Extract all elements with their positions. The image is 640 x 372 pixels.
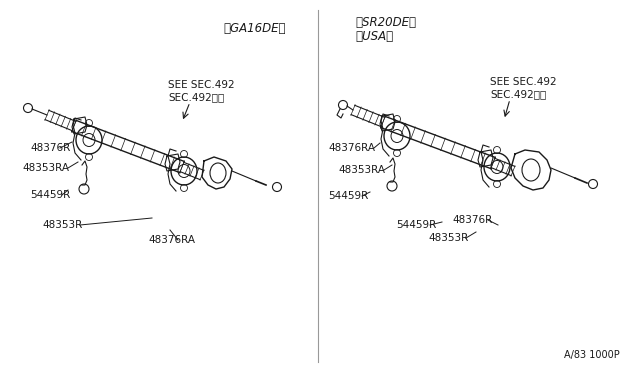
Text: 54459R: 54459R xyxy=(30,190,70,200)
Text: 48376R: 48376R xyxy=(452,215,492,225)
Text: （GA16DE）: （GA16DE） xyxy=(224,22,286,35)
Text: 48353RA: 48353RA xyxy=(22,163,69,173)
Text: （USA）: （USA） xyxy=(355,29,393,42)
Text: （SR20DE）: （SR20DE） xyxy=(355,16,416,29)
Text: 54459R: 54459R xyxy=(396,220,436,230)
Text: 48353R: 48353R xyxy=(42,220,83,230)
Text: 48376R: 48376R xyxy=(30,143,70,153)
Text: 54459R: 54459R xyxy=(328,191,368,201)
Text: SEE SEC.492: SEE SEC.492 xyxy=(168,80,235,90)
Text: 48376RA: 48376RA xyxy=(328,143,375,153)
Text: 48353R: 48353R xyxy=(428,233,468,243)
Text: SEC.492参照: SEC.492参照 xyxy=(168,92,224,102)
Text: A/83 1000P: A/83 1000P xyxy=(564,350,620,360)
Text: 48353RA: 48353RA xyxy=(338,165,385,175)
Text: SEE SEC.492: SEE SEC.492 xyxy=(490,77,557,87)
Text: SEC.492参照: SEC.492参照 xyxy=(490,89,547,99)
Text: 48376RA: 48376RA xyxy=(148,235,195,245)
